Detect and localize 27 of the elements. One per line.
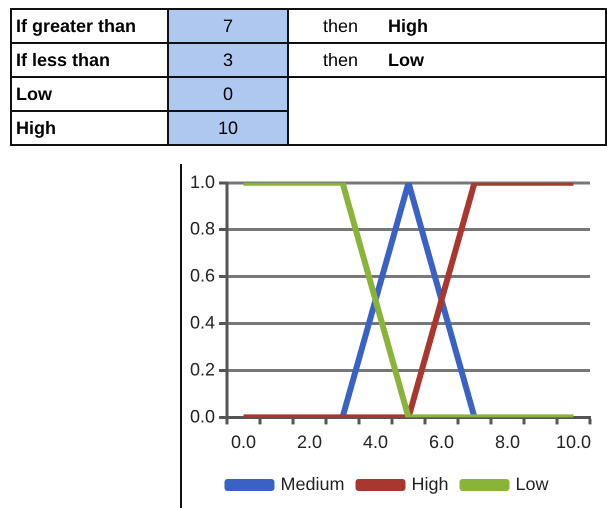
text: 0 — [168, 77, 288, 111]
x-tick-label: 6.0 — [428, 432, 454, 452]
text: 10 — [168, 111, 288, 145]
x-tick-label: 2.0 — [297, 432, 322, 452]
text: High — [388, 16, 428, 36]
y-tick-label: 0.2 — [190, 359, 216, 380]
y-tick-label: 0.4 — [190, 312, 216, 333]
x-tick-label: 8.0 — [494, 432, 520, 452]
text: then — [322, 16, 358, 36]
text: Low — [388, 50, 424, 70]
legend-label: Medium — [280, 474, 344, 494]
text: High — [11, 111, 168, 145]
text: Low — [11, 77, 168, 111]
y-tick-label: 0.8 — [190, 218, 216, 239]
x-tick-label: 0.0 — [231, 432, 256, 452]
y-tick-label: 0.6 — [190, 266, 216, 286]
text: If greater than — [11, 9, 168, 43]
text: then — [322, 50, 358, 70]
legend-label: Low — [516, 474, 550, 494]
x-tick-label: 4.0 — [363, 432, 388, 452]
x-tick-label: 10.0 — [556, 432, 592, 452]
text: 3 — [168, 43, 288, 77]
y-tick-label: 1.0 — [190, 172, 216, 192]
text: 7 — [168, 9, 288, 43]
y-tick-label: 0.0 — [190, 406, 216, 426]
legend-label: High — [411, 474, 449, 494]
text: If less than — [11, 43, 168, 77]
